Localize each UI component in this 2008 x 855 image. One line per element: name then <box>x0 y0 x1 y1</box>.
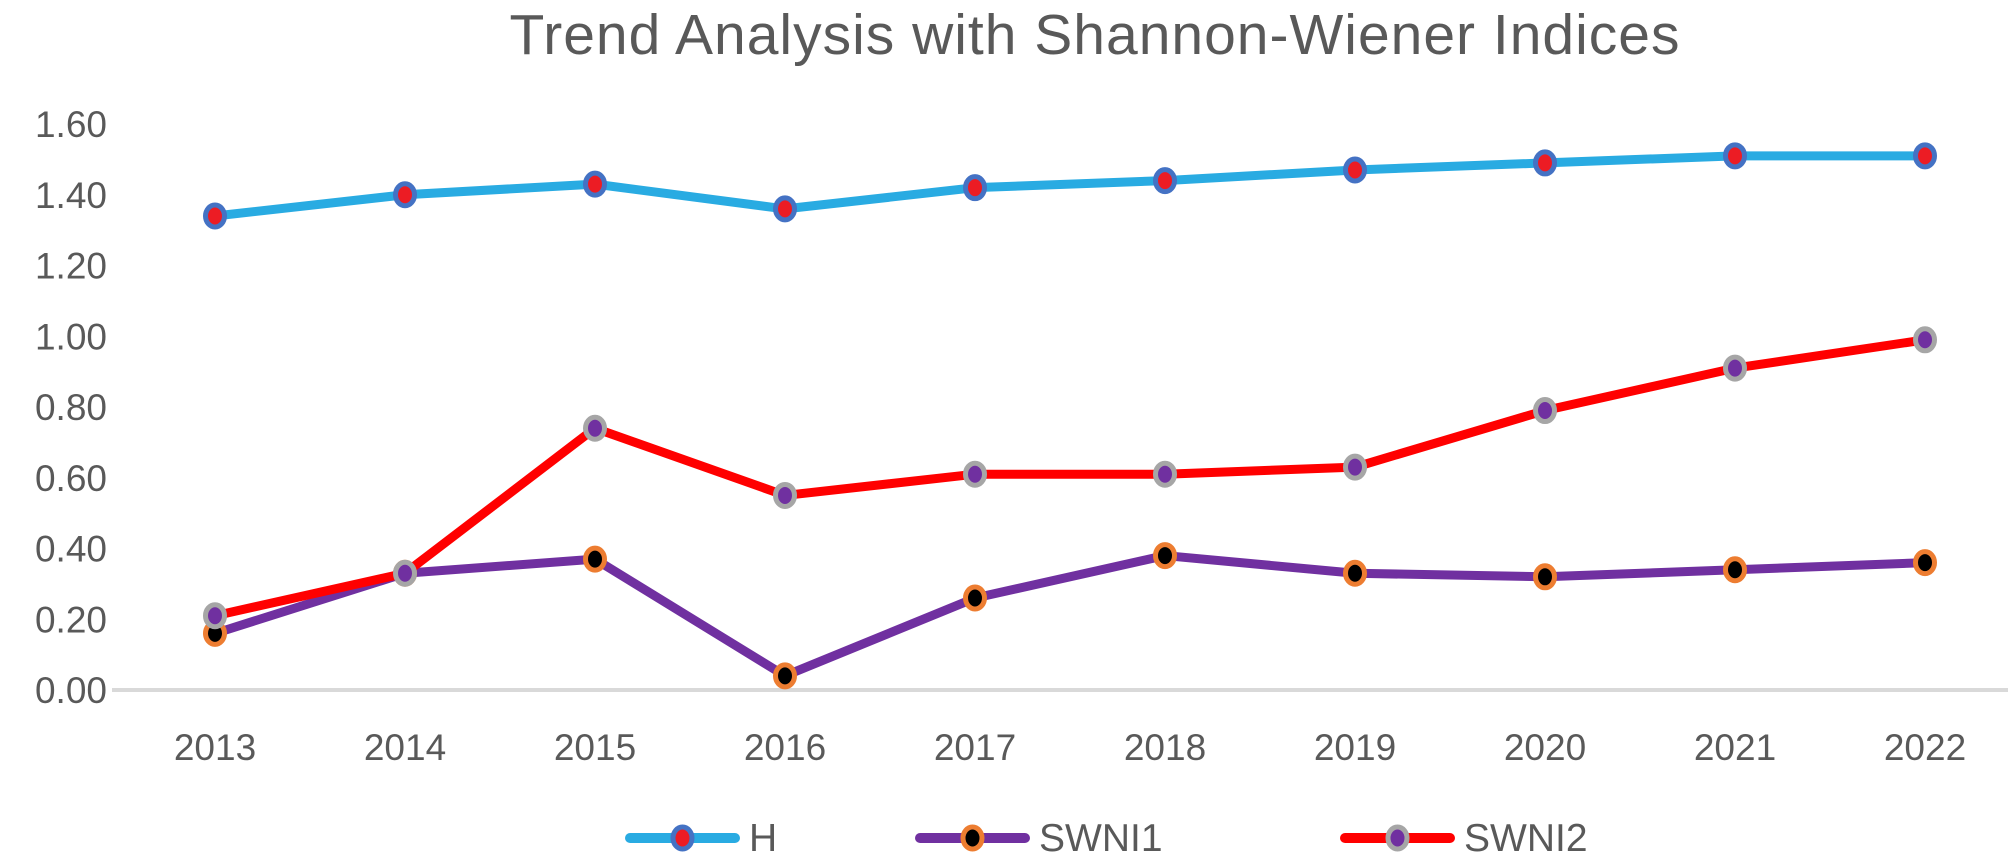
legend-label-SWNI1: SWNI1 <box>1039 817 1163 855</box>
x-axis-labels: 2013 2014 2015 2016 2017 2018 2019 2020 2021 2022 <box>174 727 1966 768</box>
legend-label-H: H <box>749 817 777 855</box>
y-tick-label-1.00: 1.00 <box>35 316 107 357</box>
x-tick-label-2018: 2018 <box>1124 727 1206 768</box>
series-H-marker-2021 <box>1723 142 1747 170</box>
series-H-marker-2016 <box>773 195 797 223</box>
series-SWNI2-marker-2013 <box>203 602 227 630</box>
x-tick-label-2014: 2014 <box>364 727 446 768</box>
series-H-marker-2018 <box>1153 167 1177 195</box>
legend-label-SWNI2: SWNI2 <box>1464 817 1588 855</box>
legend-swatch-marker-SWNI1 <box>960 824 985 852</box>
series-SWNI1-marker-2017 <box>963 584 987 612</box>
x-tick-label-2021: 2021 <box>1694 727 1776 768</box>
y-tick-label-0.20: 0.20 <box>35 599 107 640</box>
legend-swatch-marker-H <box>670 824 695 852</box>
series-H-marker-2015 <box>583 170 607 198</box>
x-tick-label-2015: 2015 <box>554 727 636 768</box>
chart-title: Trend Analysis with Shannon-Wiener Indic… <box>510 3 1681 67</box>
series-group <box>203 142 1937 690</box>
y-tick-label-0.00: 0.00 <box>35 670 107 711</box>
series-H-marker-2014 <box>393 181 417 209</box>
y-tick-label-1.60: 1.60 <box>35 104 107 145</box>
series-SWNI1-line <box>210 551 1930 681</box>
x-tick-label-2013: 2013 <box>174 727 256 768</box>
y-axis: 0.00 0.20 0.40 0.60 0.80 1.00 1.20 1.40 1.60 <box>35 104 107 711</box>
legend-swatch-marker-SWNI2 <box>1385 824 1410 852</box>
series-SWNI1-marker-2018 <box>1153 542 1177 570</box>
y-tick-label-1.40: 1.40 <box>35 175 107 216</box>
legend-item-H: H <box>625 817 777 855</box>
series-H-marker-2020 <box>1533 149 1557 177</box>
series-H-marker-2019 <box>1343 156 1367 184</box>
series-SWNI2-marker-2016 <box>773 481 797 509</box>
y-tick-label-0.60: 0.60 <box>35 458 107 499</box>
series-H-marker-2022 <box>1913 142 1937 170</box>
x-tick-label-2017: 2017 <box>934 727 1016 768</box>
series-SWNI2-marker-2018 <box>1153 460 1177 488</box>
series-SWNI2-marker-2020 <box>1533 397 1557 425</box>
series-SWNI1-marker-2016 <box>773 662 797 690</box>
legend-item-SWNI2: SWNI2 <box>1340 817 1588 855</box>
x-tick-label-2019: 2019 <box>1314 727 1396 768</box>
y-tick-label-0.80: 0.80 <box>35 387 107 428</box>
x-tick-label-2016: 2016 <box>744 727 826 768</box>
series-H-line <box>210 151 1930 221</box>
legend-item-SWNI1: SWNI1 <box>915 817 1163 855</box>
series-SWNI1-marker-2015 <box>583 545 607 573</box>
series-SWNI2-marker-2015 <box>583 414 607 442</box>
y-tick-label-1.20: 1.20 <box>35 246 107 287</box>
series-SWNI2-line <box>210 335 1930 621</box>
y-tick-label-0.40: 0.40 <box>35 529 107 570</box>
x-tick-label-2022: 2022 <box>1884 727 1966 768</box>
series-SWNI1-marker-2019 <box>1343 559 1367 587</box>
series-SWNI1-marker-2020 <box>1533 563 1557 591</box>
series-SWNI1-marker-2021 <box>1723 556 1747 584</box>
series-SWNI2-marker-2017 <box>963 460 987 488</box>
series-H-marker-2017 <box>963 174 987 202</box>
series-SWNI2-marker-2022 <box>1913 326 1937 354</box>
series-H-marker-2013 <box>203 202 227 230</box>
x-tick-label-2020: 2020 <box>1504 727 1586 768</box>
series-SWNI2-marker-2014 <box>393 559 417 587</box>
series-SWNI2-marker-2021 <box>1723 354 1747 382</box>
series-SWNI2-marker-2019 <box>1343 453 1367 481</box>
series-SWNI1-marker-2022 <box>1913 549 1937 577</box>
legend: H SWNI1 SWNI2 <box>625 817 1588 855</box>
